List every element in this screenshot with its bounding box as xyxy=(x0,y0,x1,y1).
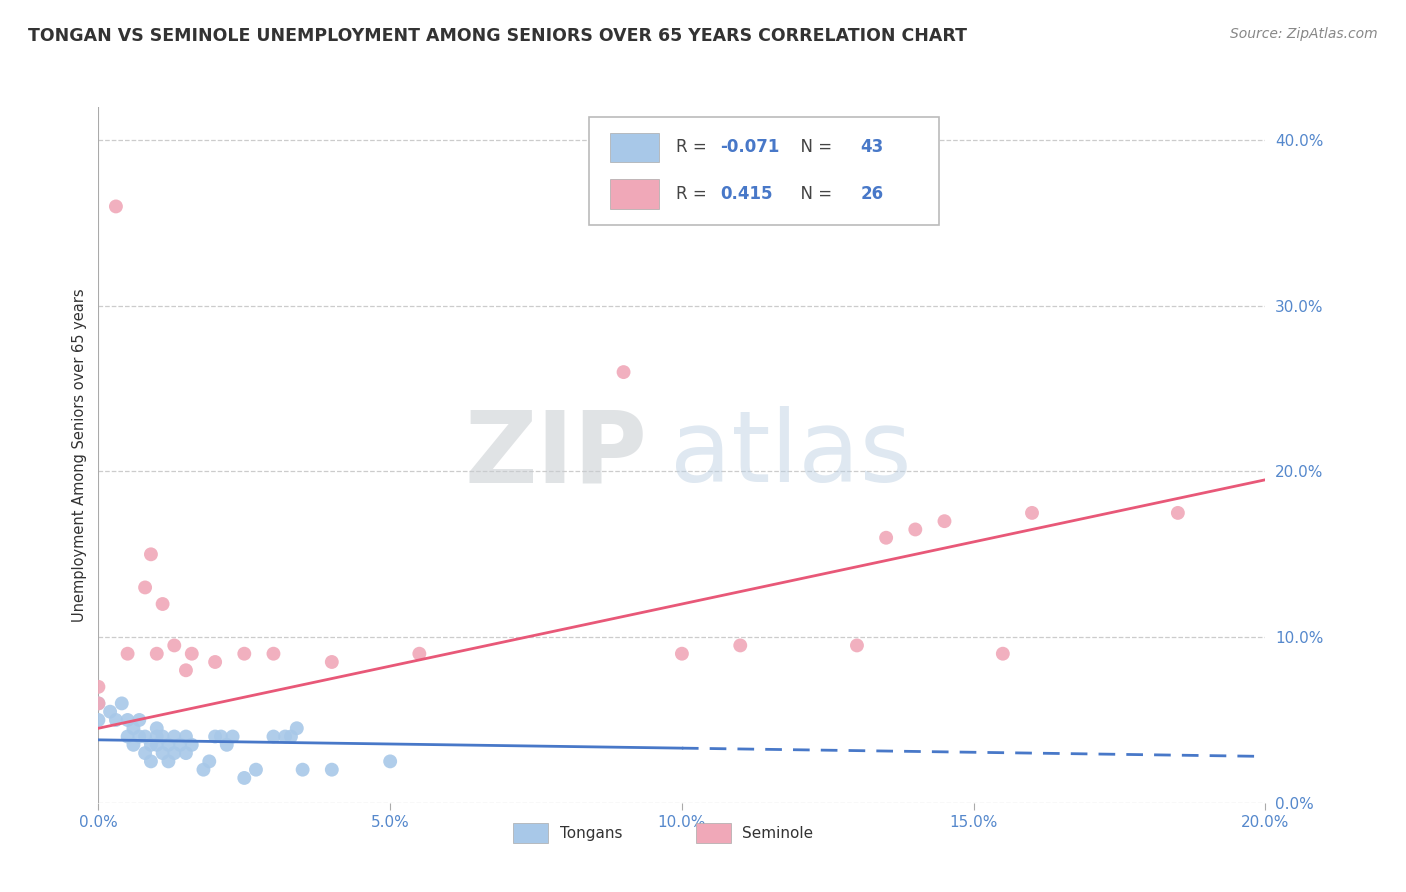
Point xyxy=(174,746,197,760)
Point xyxy=(117,713,139,727)
Point xyxy=(152,597,174,611)
Point xyxy=(245,763,267,777)
Text: Tongans: Tongans xyxy=(560,826,621,840)
Point xyxy=(139,547,162,561)
Point xyxy=(146,730,169,744)
Point xyxy=(134,746,156,760)
Point xyxy=(204,655,226,669)
Point xyxy=(875,531,897,545)
Point xyxy=(169,738,191,752)
Point xyxy=(1167,506,1189,520)
Point xyxy=(934,514,956,528)
Point xyxy=(408,647,430,661)
Y-axis label: Unemployment Among Seniors over 65 years: Unemployment Among Seniors over 65 years xyxy=(72,288,87,622)
Point xyxy=(134,581,156,595)
Point xyxy=(87,697,110,711)
Point xyxy=(98,705,121,719)
Point xyxy=(274,730,297,744)
Point xyxy=(146,647,169,661)
FancyBboxPatch shape xyxy=(589,118,939,226)
Point xyxy=(612,365,634,379)
Text: -0.071: -0.071 xyxy=(720,138,780,156)
Point xyxy=(87,680,110,694)
Point xyxy=(671,647,693,661)
FancyBboxPatch shape xyxy=(610,179,658,209)
Point xyxy=(111,697,134,711)
Text: 26: 26 xyxy=(860,185,883,203)
FancyBboxPatch shape xyxy=(610,133,658,162)
Point xyxy=(139,738,162,752)
Point xyxy=(285,721,308,735)
Point xyxy=(152,746,174,760)
Point xyxy=(157,755,180,769)
Point xyxy=(180,647,202,661)
Point xyxy=(117,647,139,661)
Point xyxy=(122,738,145,752)
Point xyxy=(215,738,238,752)
Point xyxy=(378,755,402,769)
Point xyxy=(146,721,169,735)
Point xyxy=(728,639,751,653)
Point xyxy=(321,763,343,777)
Point xyxy=(163,639,186,653)
Text: 43: 43 xyxy=(860,138,884,156)
Point xyxy=(134,730,156,744)
Point xyxy=(163,746,186,760)
Text: Seminole: Seminole xyxy=(742,826,814,840)
Point xyxy=(104,713,127,727)
Point xyxy=(204,730,226,744)
Point xyxy=(180,738,202,752)
Text: ZIP: ZIP xyxy=(464,407,647,503)
Point xyxy=(139,755,162,769)
Point xyxy=(262,730,284,744)
Point xyxy=(117,730,139,744)
Text: N =: N = xyxy=(790,138,838,156)
Point xyxy=(233,647,256,661)
Point xyxy=(991,647,1014,661)
Point xyxy=(904,523,927,537)
Text: atlas: atlas xyxy=(671,407,912,503)
Point xyxy=(104,199,127,213)
Point xyxy=(146,738,169,752)
Point xyxy=(174,730,197,744)
Point xyxy=(163,730,186,744)
Point xyxy=(221,730,243,744)
Text: Source: ZipAtlas.com: Source: ZipAtlas.com xyxy=(1230,27,1378,41)
Text: R =: R = xyxy=(676,138,711,156)
Point xyxy=(122,721,145,735)
Point xyxy=(1021,506,1043,520)
Point xyxy=(280,730,302,744)
Point xyxy=(262,647,284,661)
Point xyxy=(321,655,343,669)
Point xyxy=(233,771,256,785)
Point xyxy=(209,730,232,744)
Point xyxy=(198,755,221,769)
Point xyxy=(845,639,868,653)
Text: N =: N = xyxy=(790,185,838,203)
Point xyxy=(128,713,150,727)
Point xyxy=(193,763,215,777)
Point xyxy=(128,730,150,744)
Text: R =: R = xyxy=(676,185,717,203)
Point xyxy=(174,663,197,677)
Point xyxy=(87,713,110,727)
Point xyxy=(87,697,110,711)
Text: 0.415: 0.415 xyxy=(720,185,773,203)
Point xyxy=(157,738,180,752)
Text: TONGAN VS SEMINOLE UNEMPLOYMENT AMONG SENIORS OVER 65 YEARS CORRELATION CHART: TONGAN VS SEMINOLE UNEMPLOYMENT AMONG SE… xyxy=(28,27,967,45)
Point xyxy=(291,763,314,777)
Point xyxy=(152,730,174,744)
